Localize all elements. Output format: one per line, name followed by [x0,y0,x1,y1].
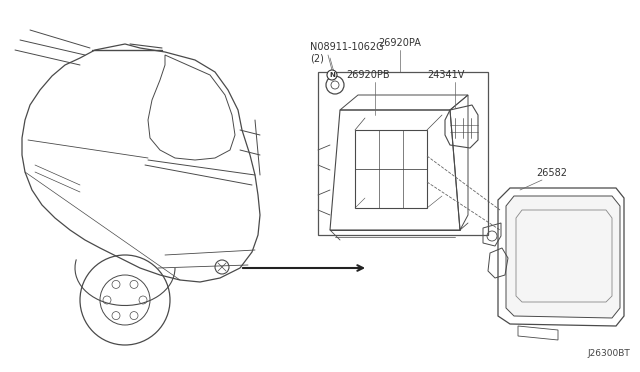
Bar [318,72,488,235]
Polygon shape [506,196,620,318]
Text: N08911-1062G
(2): N08911-1062G (2) [310,42,383,64]
Text: 26920PA: 26920PA [379,38,421,48]
Text: N: N [329,72,335,78]
Circle shape [327,70,337,80]
Text: J26300BT: J26300BT [588,349,630,358]
Text: 26582: 26582 [536,168,568,178]
Text: 24341V: 24341V [428,70,465,80]
Text: 26920PB: 26920PB [346,70,390,80]
